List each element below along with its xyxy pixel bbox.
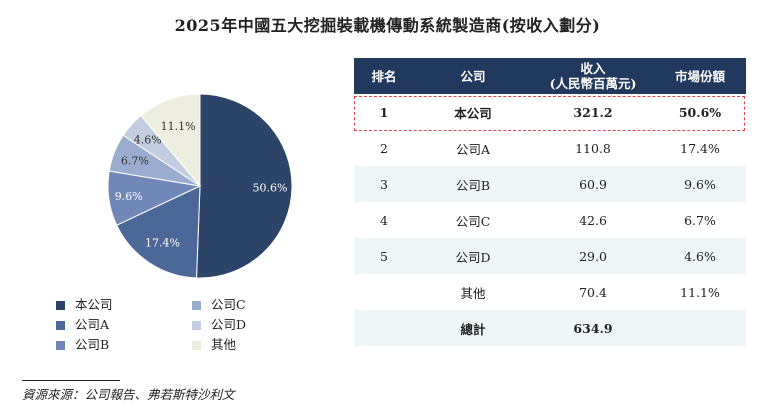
table-cell: 公司B	[414, 166, 532, 202]
table-cell: 11.1%	[680, 284, 720, 300]
table-cell: 公司D	[414, 238, 532, 274]
table-cell: 5	[354, 238, 414, 274]
table-row: 1 本公司 321.2 50.6%	[354, 94, 746, 130]
table-row: 5 公司D 29.0 4.6%	[354, 238, 746, 274]
table-cell: 29.0	[532, 238, 654, 274]
pie-label: 50.6%	[253, 181, 288, 194]
legend: 本公司公司A 公司B 公司C 公司D 其他	[56, 297, 316, 357]
table-header-cell: 公司	[414, 58, 532, 94]
table-cell: 6.7%	[684, 212, 716, 228]
table-cell: 4	[380, 212, 388, 228]
table-cell: 110.8	[575, 140, 611, 156]
table-row: 2 公司A 110.8 17.4%	[354, 130, 746, 166]
legend-swatch	[192, 340, 201, 350]
table-cell: 42.6	[579, 212, 607, 228]
pie-label: 6.7%	[121, 154, 149, 167]
pie-slice	[116, 185, 201, 279]
table-cell: 總計	[414, 310, 532, 346]
table-row: 4 公司C 42.6 6.7%	[354, 202, 746, 238]
pie-label: 17.4%	[145, 237, 180, 250]
pie-chart: 50.6% 17.4% 9.6% 6.7% 4.6%11.1%	[107, 93, 293, 279]
pie-label: 11.1%	[161, 120, 196, 133]
table-header-cell: 市場份額	[654, 58, 746, 94]
table-cell: 3	[354, 166, 414, 202]
legend-label: 公司D	[211, 317, 247, 332]
legend-swatch	[192, 320, 201, 330]
legend-swatch	[56, 340, 65, 350]
market-share-table: 排名 公司 收入 (人民幣百萬元) 市場份額 1 本公司 321.2 50.6% 2 公司A 110…	[354, 58, 746, 346]
legend-swatch	[192, 300, 201, 310]
table-header-cell: 排名	[354, 58, 414, 94]
table-cell: 公司A	[455, 141, 491, 157]
legend-label: 公司A	[75, 317, 110, 332]
table-cell: 2	[380, 140, 388, 156]
table-row: 3 公司B 60.9 9.6%	[354, 166, 746, 202]
legend-label: 公司B	[75, 337, 110, 352]
table-cell	[354, 310, 414, 346]
table-cell: 60.9	[532, 166, 654, 202]
table-cell: 9.6%	[654, 166, 746, 202]
pie-label: 4.6%	[134, 133, 162, 146]
table-cell: 50.6%	[678, 104, 722, 120]
table-cell: 本公司	[454, 105, 492, 121]
pie-slice	[196, 93, 293, 279]
table-cell: 4.6%	[654, 238, 746, 274]
table-cell	[354, 274, 414, 310]
table-cell: 321.2	[573, 104, 613, 120]
table-cell: 70.4	[579, 284, 607, 300]
legend-item: 公司A	[56, 317, 109, 333]
table-row: 其他 70.4 11.1%	[354, 274, 746, 310]
pie-label: 9.6%	[115, 190, 143, 203]
legend-label: 其他	[211, 337, 237, 352]
table-cell: 其他	[460, 285, 486, 301]
table-cell: 634.9	[532, 310, 654, 346]
legend-swatch	[56, 320, 65, 330]
source-note: 資源來源：公司報告、弗若斯特沙利文	[22, 387, 235, 402]
chart-title: 2025年中國五大挖掘裝載機傳動系統製造商(按收入劃分)	[174, 16, 601, 35]
table-row: 總計 634.9	[354, 310, 746, 346]
pie-slice	[140, 93, 201, 188]
table-cell: 1	[379, 104, 389, 120]
legend-label: 本公司	[75, 297, 113, 312]
legend-swatch	[56, 300, 65, 310]
table-cell	[654, 310, 746, 346]
legend-item: 本公司	[56, 297, 113, 313]
table-cell: 公司C	[455, 213, 491, 229]
table-cell: 17.4%	[680, 140, 720, 156]
table-header-cell: 收入 (人民幣百萬元)	[532, 58, 654, 94]
legend-item: 其他	[192, 337, 236, 353]
source-divider	[22, 380, 120, 381]
legend-item: 公司D	[192, 317, 246, 333]
legend-item: 公司C	[192, 297, 246, 313]
legend-label: 公司C	[211, 297, 246, 312]
table-header-row: 排名 公司 收入 (人民幣百萬元) 市場份額	[354, 58, 746, 94]
legend-item: 公司B	[56, 337, 109, 353]
